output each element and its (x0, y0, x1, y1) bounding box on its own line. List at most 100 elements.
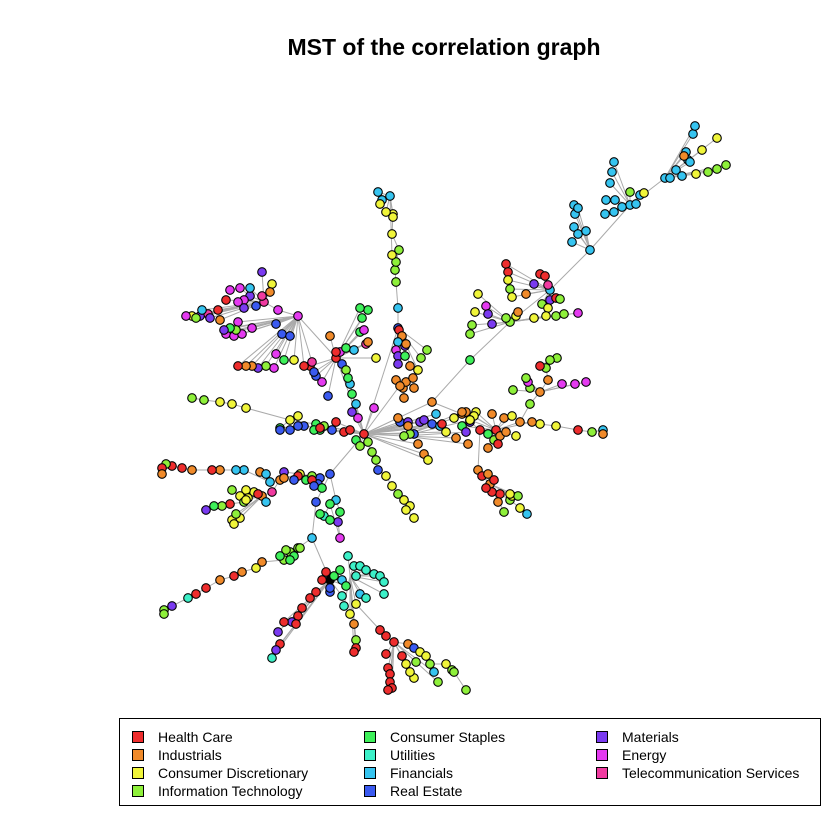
graph-node (399, 431, 409, 441)
graph-node (665, 173, 675, 183)
graph-node (385, 669, 395, 679)
graph-edge (363, 433, 405, 437)
graph-node (487, 319, 497, 329)
legend-label: Telecommunication Services (622, 765, 800, 781)
graph-node (367, 447, 377, 457)
graph-edge (355, 603, 381, 631)
graph-node (393, 303, 403, 313)
graph-node (315, 509, 325, 519)
graph-node (285, 415, 295, 425)
graph-node (573, 229, 583, 239)
legend-swatch (132, 785, 144, 797)
graph-edge (297, 315, 337, 359)
graph-node (399, 393, 409, 403)
graph-node (335, 533, 345, 543)
graph-node (215, 315, 225, 325)
graph-node (431, 409, 441, 419)
graph-node (231, 465, 241, 475)
graph-node (703, 167, 713, 177)
graph-node (573, 308, 583, 318)
graph-edge (509, 288, 551, 291)
graph-node (233, 317, 243, 327)
graph-node (581, 226, 591, 236)
graph-node (297, 603, 307, 613)
graph-node (631, 199, 641, 209)
graph-node (605, 178, 615, 188)
graph-node (245, 283, 255, 293)
graph-node (541, 311, 551, 321)
graph-node (465, 355, 475, 365)
graph-node (239, 303, 249, 313)
graph-node (201, 583, 211, 593)
legend-label: Consumer Staples (390, 729, 506, 745)
graph-node (267, 487, 277, 497)
graph-node (199, 395, 209, 405)
graph-node (215, 465, 225, 475)
graph-edge (613, 161, 631, 206)
graph-node (373, 187, 383, 197)
graph-node (241, 361, 251, 371)
graph-node (279, 355, 289, 365)
graph-edge (431, 359, 471, 403)
graph-node (285, 555, 295, 565)
graph-node (467, 320, 477, 330)
graph-node (505, 284, 515, 294)
graph-node (267, 279, 277, 289)
graph-node (183, 593, 193, 603)
graph-node (295, 543, 305, 553)
graph-node (337, 591, 347, 601)
graph-node (157, 469, 167, 479)
graph-node (191, 313, 201, 323)
graph-node (395, 381, 405, 391)
graph-node (177, 463, 187, 473)
graph-edge (507, 279, 551, 291)
graph-node (379, 577, 389, 587)
legend-label: Consumer Discretionary (158, 765, 309, 781)
graph-node (540, 271, 550, 281)
graph-node (279, 473, 289, 483)
graph-edge (251, 315, 299, 367)
graph-node (331, 347, 341, 357)
graph-node (247, 323, 257, 333)
graph-node (501, 259, 511, 269)
graph-node (527, 417, 537, 427)
graph-edge (611, 171, 631, 206)
graph-node (625, 187, 635, 197)
graph-node (363, 305, 373, 315)
graph-node (383, 685, 393, 695)
graph-node (361, 565, 371, 575)
graph-node (508, 385, 518, 395)
graph-node (167, 601, 177, 611)
graph-node (351, 635, 361, 645)
graph-node (251, 563, 261, 573)
graph-node (495, 489, 505, 499)
graph-node (422, 345, 432, 355)
graph-node (487, 409, 497, 419)
graph-node (521, 289, 531, 299)
graph-node (349, 345, 359, 355)
graph-edge (327, 357, 337, 397)
graph-node (363, 437, 373, 447)
graph-edge (363, 433, 425, 455)
graph-node (355, 441, 365, 451)
graph-node (515, 417, 525, 427)
legend-label: Materials (622, 729, 679, 745)
graph-edge (363, 425, 409, 435)
graph-node (461, 427, 471, 437)
graph-node (231, 509, 241, 519)
graph-node (269, 363, 279, 373)
graph-node (237, 567, 247, 577)
graph-node (559, 309, 569, 319)
graph-node (201, 505, 211, 515)
graph-node (233, 297, 243, 307)
graph-node (481, 301, 491, 311)
graph-edge (609, 182, 631, 206)
graph-edge (273, 315, 299, 369)
graph-node (697, 145, 707, 155)
graph-node (361, 593, 371, 603)
graph-node (381, 207, 391, 217)
graph-node (369, 403, 379, 413)
legend-item: Utilities (364, 746, 435, 764)
graph-node (451, 433, 461, 443)
graph-node (307, 533, 317, 543)
